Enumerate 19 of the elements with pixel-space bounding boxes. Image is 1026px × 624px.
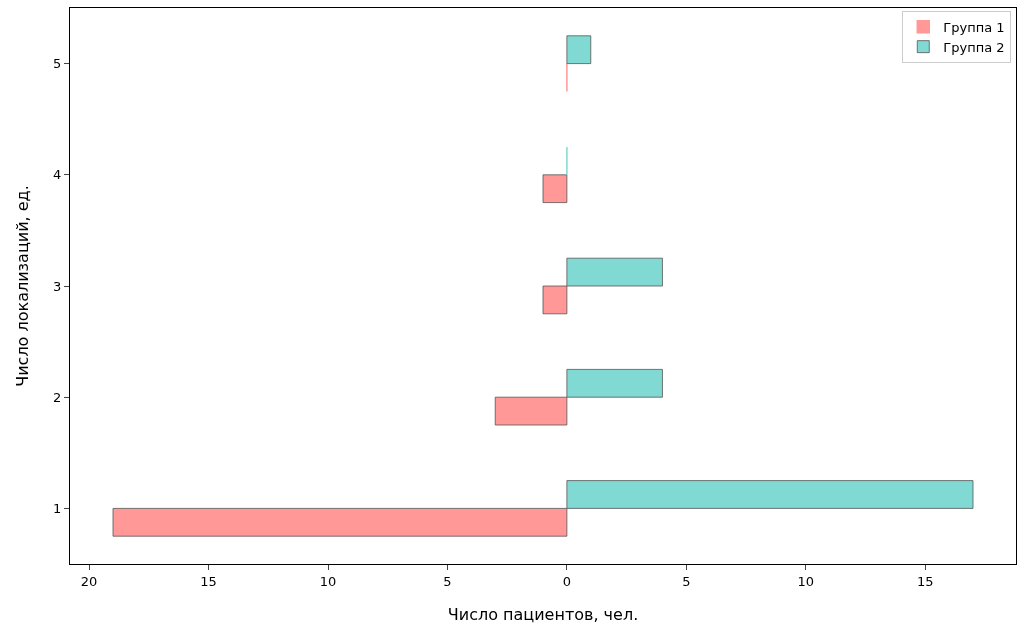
- x-tick-label: 0: [562, 573, 572, 589]
- bar: [566, 35, 592, 64]
- legend-label: Группа 2: [943, 39, 1005, 55]
- y-tick-label: 3: [53, 278, 62, 294]
- x-tick-label: 15: [200, 573, 217, 589]
- y-axis-title: Число локализаций, ед.: [13, 185, 32, 387]
- y-tick-label: 2: [53, 389, 62, 405]
- y-tick-label: 1: [53, 500, 62, 516]
- x-tick-label: 15: [916, 573, 934, 589]
- x-tick-label: 20: [80, 573, 98, 589]
- y-tick-label: 5: [53, 56, 62, 72]
- bar: [542, 174, 568, 203]
- legend-label: Группа 1: [943, 19, 1005, 35]
- x-tick-label: 10: [797, 573, 815, 589]
- x-axis-title: Число пациентов, чел.: [447, 605, 639, 624]
- y-tick-label: 4: [53, 167, 62, 183]
- x-tick-label: 5: [682, 573, 691, 589]
- x-tick-label: 5: [443, 573, 452, 589]
- x-tick-label: 10: [319, 573, 337, 589]
